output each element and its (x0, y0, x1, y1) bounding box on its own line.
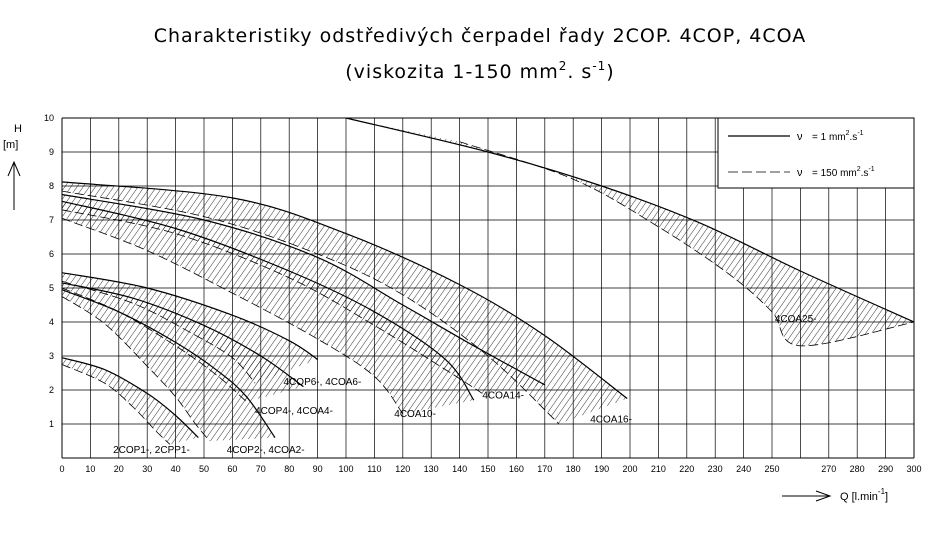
y-tick-label: 6 (49, 249, 54, 259)
x-tick-label: 220 (679, 464, 694, 474)
series-band (61, 357, 199, 445)
x-tick-label: 60 (227, 464, 237, 474)
x-tick-label: 130 (424, 464, 439, 474)
series-hatch-area (62, 201, 474, 414)
series-line-150cst (61, 364, 171, 445)
legend-nu-symbol-2: ν (797, 167, 803, 179)
x-tick-label: 30 (142, 464, 152, 474)
x-tick-label: 210 (651, 464, 666, 474)
x-tick-label: 50 (199, 464, 209, 474)
series-hatch-area (62, 357, 199, 445)
y-tick-label: 10 (44, 113, 54, 123)
series-band (345, 117, 915, 347)
x-axis-label: Q [l.min-1] (840, 487, 888, 503)
series-line-1cst (61, 181, 628, 399)
chart-title: Charakteristiky odstředivých čerpadel řa… (154, 25, 807, 47)
x-tick-label: 240 (736, 464, 751, 474)
y-tick-label: 8 (49, 181, 54, 191)
series-band (61, 181, 628, 425)
x-tick-label: 190 (594, 464, 609, 474)
x-tick-label: 170 (537, 464, 552, 474)
y-axis-unit: [m] (3, 139, 18, 151)
series-line-1cst (345, 117, 915, 323)
y-tick-label: 7 (49, 215, 54, 225)
y-axis-label: H (14, 123, 22, 135)
y-axis-arrow (7, 160, 21, 210)
x-tick-label: 230 (708, 464, 723, 474)
curve-label: 4COA16- (590, 414, 632, 425)
x-tick-label: 300 (906, 464, 921, 474)
series-line-1cst (61, 193, 546, 386)
x-axis-arrow (782, 490, 832, 502)
curve-label: 4COA25- (775, 314, 817, 325)
y-tick-label: 4 (49, 317, 54, 327)
series-line-1cst (61, 272, 318, 360)
series-line-150cst (61, 296, 211, 442)
y-tick-label: 5 (49, 283, 54, 293)
x-tick-label: 140 (452, 464, 467, 474)
legend-entry-2: = 150 mm2.s-1 (812, 166, 875, 179)
x-tick-label: 290 (878, 464, 893, 474)
legend-entry-1: = 1 mm2.s-1 (812, 130, 864, 143)
y-tick-label: 9 (49, 147, 54, 157)
x-tick-label: 150 (480, 464, 495, 474)
x-tick-label: 250 (764, 464, 779, 474)
curve-label: 4COP4-, 4COA4- (255, 406, 333, 417)
series-hatch-area (62, 181, 628, 424)
x-tick-label: 10 (85, 464, 95, 474)
series-line-150cst (459, 141, 915, 347)
x-tick-label: 0 (59, 464, 64, 474)
curve-label: 2COP1-, 2CPP1- (113, 445, 190, 456)
series-line-150cst (61, 217, 404, 415)
series-line-1cst (61, 357, 199, 439)
y-tick-label: 3 (49, 351, 54, 361)
x-tick-label: 90 (313, 464, 323, 474)
series-line-150cst (61, 287, 247, 403)
curve-label: 4COP2-, 4COA2- (227, 445, 305, 456)
x-tick-label: 180 (566, 464, 581, 474)
series-hatch-area (62, 194, 545, 394)
series-hatch-area (346, 118, 914, 346)
x-tick-label: 120 (395, 464, 410, 474)
series-line-150cst (61, 190, 560, 425)
x-tick-label: 100 (338, 464, 353, 474)
chart-subtitle: (viskozita 1-150 mm2. s-1) (345, 59, 614, 83)
legend-nu-symbol-1: ν (797, 131, 803, 143)
curve-label: 4COA14- (482, 391, 524, 402)
x-tick-label: 70 (256, 464, 266, 474)
x-tick-label: 160 (509, 464, 524, 474)
series-line-150cst (61, 209, 483, 394)
series-band (61, 193, 546, 394)
x-tick-label: 80 (284, 464, 294, 474)
y-tick-label: 1 (49, 419, 54, 429)
legend: ν = 1 mm2.s-1 ν = 150 mm2.s-1 (717, 117, 915, 189)
x-tick-label: 40 (171, 464, 181, 474)
series-hatch-area (62, 289, 275, 441)
series-hatch-area (62, 282, 304, 402)
y-tick-label: 2 (49, 385, 54, 395)
x-tick-label: 270 (821, 464, 836, 474)
series-line-150cst (61, 280, 256, 384)
x-tick-label: 20 (114, 464, 124, 474)
curve-label: 4COA10- (394, 409, 436, 420)
curve-label: 4COP6-, 4COA6- (284, 377, 362, 388)
x-tick-label: 280 (850, 464, 865, 474)
series-band (61, 272, 318, 384)
x-tick-label: 200 (622, 464, 637, 474)
x-tick-label: 110 (367, 464, 381, 474)
